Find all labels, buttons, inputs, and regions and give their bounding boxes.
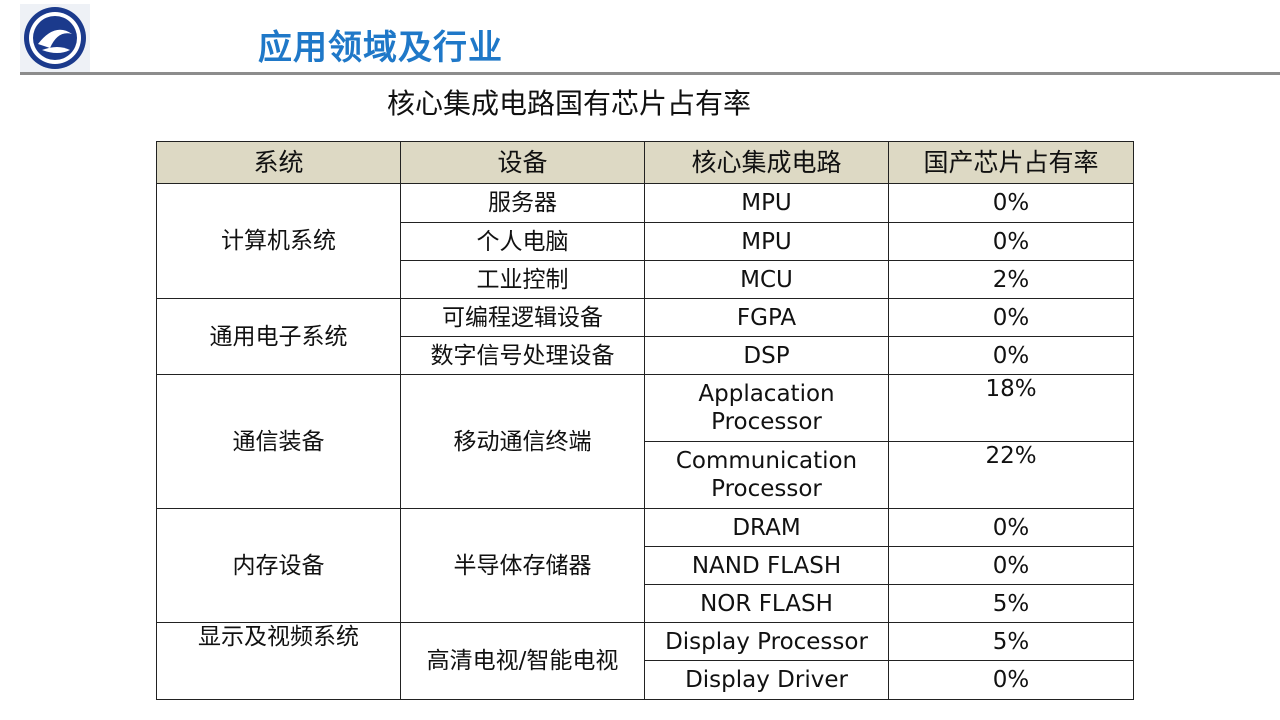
chip-cell: MCU bbox=[644, 260, 889, 299]
system-cell: 显示及视频系统 bbox=[156, 622, 401, 700]
chip-cell: NAND FLASH bbox=[644, 546, 889, 585]
share-cell: 0% bbox=[888, 546, 1134, 585]
device-cell: 半导体存储器 bbox=[400, 508, 645, 623]
table-row: 内存设备 半导体存储器 DRAM 0% bbox=[156, 508, 1134, 623]
table-row: NOR FLASH 5% bbox=[157, 584, 1134, 623]
system-cell: 计算机系统 bbox=[156, 183, 401, 299]
device-cell: 个人电脑 bbox=[400, 222, 645, 261]
chip-cell: Display Driver bbox=[644, 660, 889, 700]
table-title: 核心集成电路国有芯片占有率 bbox=[387, 87, 752, 120]
table-row: 计算机系统 服务器 MPU 0% bbox=[156, 183, 1134, 299]
chip-cell: Display Processor bbox=[644, 622, 889, 661]
chip-cell: DRAM bbox=[644, 508, 889, 547]
share-cell: 0% bbox=[888, 508, 1134, 547]
chip-cell: DSP bbox=[644, 336, 889, 375]
title-divider bbox=[20, 72, 1280, 75]
share-cell: 0% bbox=[888, 660, 1134, 700]
table-row: 工业控制 MCU 2% bbox=[157, 260, 1134, 299]
device-cell: 可编程逻辑设备 bbox=[400, 298, 645, 337]
table-row: Display Driver 0% bbox=[157, 660, 1134, 700]
chip-share-table: 系统 设备 核心集成电路 国产芯片占有率 计算机系统 服务器 MPU 0% 个人… bbox=[156, 141, 1134, 700]
column-header-share: 国产芯片占有率 bbox=[888, 141, 1134, 184]
table-row: Communication Processor 22% bbox=[157, 441, 1134, 509]
share-cell: 0% bbox=[888, 336, 1134, 375]
share-cell: 0% bbox=[888, 298, 1134, 337]
university-logo bbox=[20, 4, 90, 72]
system-cell: 通用电子系统 bbox=[156, 298, 401, 375]
chip-cell: FGPA bbox=[644, 298, 889, 337]
system-cell: 内存设备 bbox=[156, 508, 401, 623]
share-cell: 0% bbox=[888, 222, 1134, 261]
share-cell: 22% bbox=[888, 441, 1134, 509]
page-title: 应用领域及行业 bbox=[258, 28, 503, 68]
share-cell: 0% bbox=[888, 183, 1134, 223]
column-header-device: 设备 bbox=[400, 141, 645, 184]
chip-cell: Communication Processor bbox=[644, 441, 889, 509]
share-cell: 5% bbox=[888, 622, 1134, 661]
device-cell: 工业控制 bbox=[400, 260, 645, 299]
table-row: 通用电子系统 可编程逻辑设备 FGPA 0% bbox=[156, 298, 1134, 375]
table-row: NAND FLASH 0% bbox=[157, 546, 1134, 585]
system-cell: 通信装备 bbox=[156, 374, 401, 509]
table-row: 个人电脑 MPU 0% bbox=[157, 222, 1134, 261]
table-row: 通信装备 移动通信终端 Applacation Processor 18% bbox=[156, 374, 1134, 509]
chip-cell: NOR FLASH bbox=[644, 584, 889, 623]
share-cell: 5% bbox=[888, 584, 1134, 623]
device-cell: 服务器 bbox=[400, 183, 645, 223]
table-row: 显示及视频系统 高清电视/智能电视 Display Processor 5% bbox=[156, 622, 1134, 700]
table-header-row: 系统 设备 核心集成电路 国产芯片占有率 bbox=[156, 141, 1134, 184]
column-header-system: 系统 bbox=[156, 141, 401, 184]
chip-cell: MPU bbox=[644, 183, 889, 223]
device-cell: 高清电视/智能电视 bbox=[400, 622, 645, 700]
device-cell: 移动通信终端 bbox=[400, 374, 645, 509]
device-cell: 数字信号处理设备 bbox=[400, 336, 645, 375]
chip-cell: Applacation Processor bbox=[644, 374, 889, 442]
share-cell: 2% bbox=[888, 260, 1134, 299]
column-header-chip: 核心集成电路 bbox=[644, 141, 889, 184]
chip-cell: MPU bbox=[644, 222, 889, 261]
share-cell: 18% bbox=[888, 374, 1134, 442]
